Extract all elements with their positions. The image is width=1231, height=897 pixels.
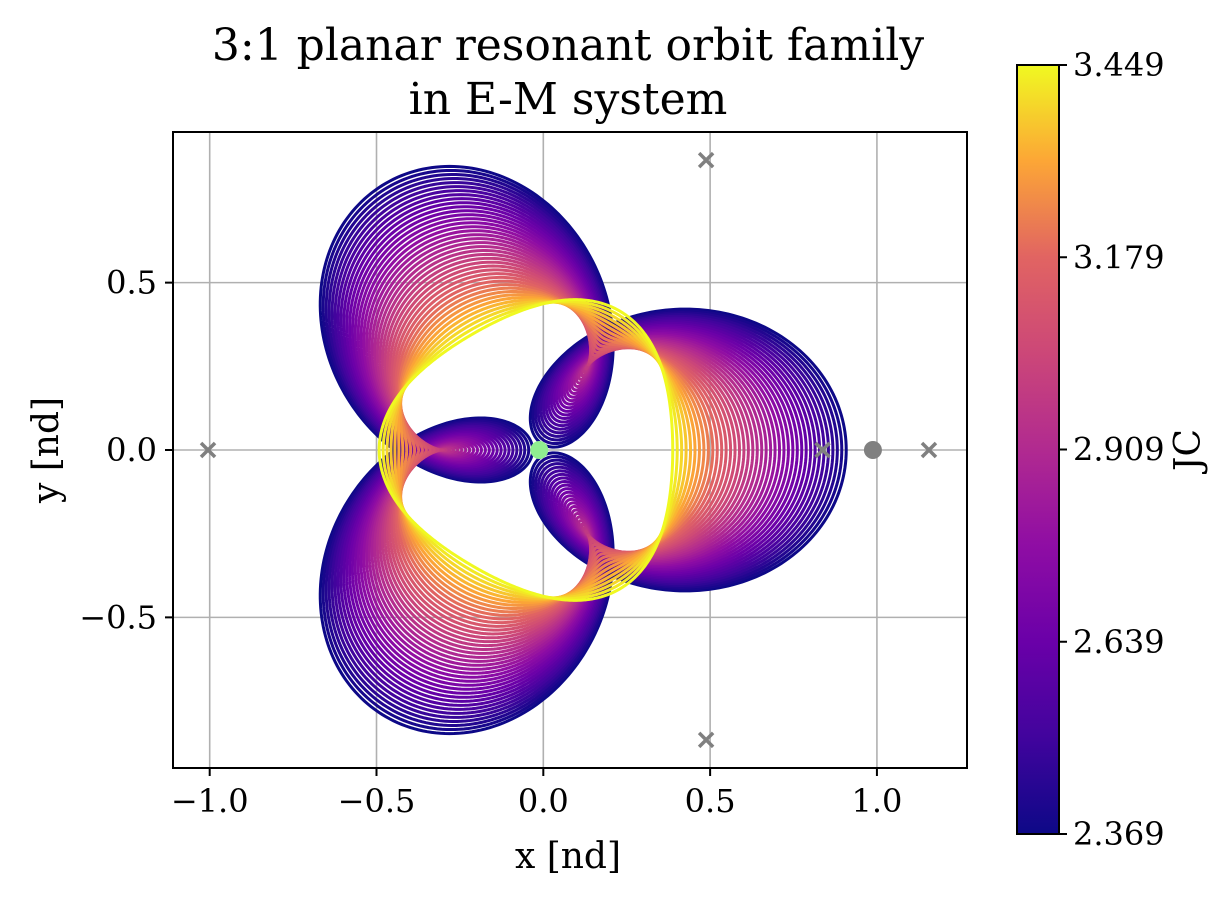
orbit-31: [398, 286, 710, 614]
orbit-24: [385, 260, 741, 640]
orbit-11: [350, 209, 799, 691]
x-tick-label-4: 1.0: [851, 782, 902, 820]
orbit-25: [388, 264, 737, 636]
orbit-37: [385, 300, 684, 600]
orbit-7: [339, 193, 817, 707]
orbit-20: [375, 245, 759, 655]
orbit-38: [381, 299, 679, 601]
orbit-9: [345, 201, 808, 699]
orbit-29: [396, 279, 719, 621]
x-ticks: −1.0 −0.5 0.0 0.5 1.0: [171, 768, 902, 820]
marker-moon: [863, 441, 882, 459]
marker-l1: [814, 441, 831, 459]
x-tick-label-1: −0.5: [338, 782, 416, 820]
orbit-28: [394, 275, 724, 625]
y-tick-label-2: 0.5: [106, 264, 157, 302]
orbit-16: [365, 229, 777, 671]
orbit-10: [348, 205, 804, 695]
orbit-18: [370, 237, 768, 663]
orbit-35: [393, 298, 693, 602]
marker-l4: [697, 151, 715, 169]
orbit-6: [336, 189, 822, 711]
x-tick-label-0: −1.0: [171, 782, 249, 820]
colorbar-tick-label-3: 3.179: [1073, 238, 1165, 276]
y-axis-label: y [nd]: [26, 397, 67, 504]
orbit-8: [342, 197, 813, 703]
orbit-15: [362, 225, 782, 675]
orbit-17: [367, 233, 773, 667]
colorbar-tick-label-4: 3.449: [1073, 46, 1165, 84]
y-ticks: −0.5 0.0 0.5: [79, 264, 173, 636]
orbit-12: [353, 213, 795, 687]
marker-l2: [920, 441, 938, 459]
markers: [199, 151, 938, 749]
chart-title: 3:1 planar resonant orbit family: [212, 20, 924, 71]
orbit-3: [327, 177, 835, 723]
orbit-26: [390, 268, 733, 632]
orbit-30: [397, 283, 715, 617]
orbit-39: [377, 298, 675, 602]
colorbar-tick-label-2: 2.909: [1073, 431, 1165, 469]
y-tick-label-0: −0.5: [79, 598, 157, 636]
y-tick-label-1: 0.0: [106, 431, 157, 469]
orbit-4: [330, 181, 830, 719]
orbit-19: [373, 241, 764, 659]
x-axis-label: x [nd]: [515, 836, 621, 877]
orbit-33: [398, 293, 701, 607]
orbit-27: [392, 272, 728, 628]
orbit-21: [378, 249, 755, 651]
orbit-14: [359, 221, 786, 679]
colorbar-tick-label-1: 2.639: [1073, 623, 1165, 661]
marker-l3: [199, 441, 217, 459]
orbit-13: [356, 217, 790, 683]
chart-subtitle: in E-M system: [409, 74, 728, 125]
orbit-5: [333, 185, 826, 715]
marker-earth: [530, 441, 549, 459]
orbit-2: [324, 172, 839, 728]
orbit-22: [381, 252, 750, 648]
colorbar: [1016, 64, 1060, 835]
orbit-32: [399, 289, 706, 611]
orbit-34: [397, 296, 697, 604]
orbit-23: [383, 256, 746, 644]
x-tick-label-3: 0.5: [685, 782, 736, 820]
orbit-36: [389, 300, 688, 600]
marker-l5: [697, 731, 715, 749]
orbit-1: [321, 168, 844, 732]
colorbar-ticks: 2.369 2.639 2.909 3.179 3.449: [1059, 46, 1165, 853]
colorbar-tick-label-0: 2.369: [1073, 815, 1165, 853]
colorbar-label: JC: [1168, 429, 1209, 475]
x-tick-label-2: 0.0: [518, 782, 569, 820]
